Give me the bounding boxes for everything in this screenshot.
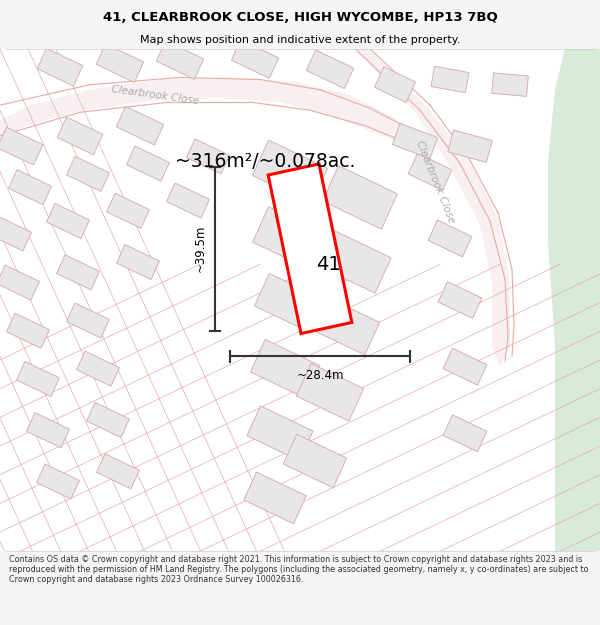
Polygon shape	[0, 78, 410, 146]
Polygon shape	[97, 44, 143, 82]
Polygon shape	[0, 127, 43, 165]
Polygon shape	[37, 464, 79, 499]
Polygon shape	[47, 204, 89, 239]
Polygon shape	[107, 193, 149, 228]
Polygon shape	[244, 472, 306, 524]
Text: Contains OS data © Crown copyright and database right 2021. This information is : Contains OS data © Crown copyright and d…	[9, 554, 589, 584]
Polygon shape	[253, 140, 328, 204]
Polygon shape	[116, 244, 160, 279]
Polygon shape	[307, 50, 353, 89]
Polygon shape	[67, 303, 109, 338]
Polygon shape	[116, 106, 164, 145]
Text: Clearbrook Close: Clearbrook Close	[110, 84, 199, 106]
Polygon shape	[438, 281, 482, 319]
Polygon shape	[167, 183, 209, 218]
Polygon shape	[247, 406, 313, 461]
Polygon shape	[86, 402, 130, 437]
Polygon shape	[56, 255, 100, 290]
Polygon shape	[127, 146, 169, 181]
Polygon shape	[443, 348, 487, 385]
Text: 41: 41	[316, 254, 340, 274]
Text: ~316m²/~0.078ac.: ~316m²/~0.078ac.	[175, 152, 355, 171]
Text: 41, CLEARBROOK CLOSE, HIGH WYCOMBE, HP13 7BQ: 41, CLEARBROOK CLOSE, HIGH WYCOMBE, HP13…	[103, 11, 497, 24]
Polygon shape	[408, 153, 452, 190]
Polygon shape	[428, 220, 472, 257]
Polygon shape	[392, 123, 437, 159]
Polygon shape	[250, 339, 320, 398]
Polygon shape	[253, 207, 328, 270]
Polygon shape	[448, 130, 492, 162]
Text: Clearbrook Close: Clearbrook Close	[414, 139, 456, 225]
Polygon shape	[77, 351, 119, 386]
Polygon shape	[254, 273, 325, 332]
Polygon shape	[548, 49, 600, 551]
Polygon shape	[283, 434, 347, 488]
Polygon shape	[37, 48, 83, 86]
Text: Map shows position and indicative extent of the property.: Map shows position and indicative extent…	[140, 35, 460, 45]
Polygon shape	[0, 265, 40, 300]
Polygon shape	[374, 67, 416, 102]
Polygon shape	[57, 117, 103, 155]
Polygon shape	[187, 139, 229, 174]
Polygon shape	[17, 361, 59, 396]
Text: ~28.4m: ~28.4m	[296, 369, 344, 382]
Polygon shape	[67, 156, 109, 191]
Polygon shape	[97, 454, 139, 489]
Polygon shape	[323, 166, 397, 229]
Polygon shape	[319, 231, 391, 293]
Polygon shape	[8, 169, 52, 205]
Polygon shape	[26, 412, 70, 447]
Text: ~39.5m: ~39.5m	[194, 225, 207, 272]
Polygon shape	[310, 296, 380, 355]
Polygon shape	[340, 49, 510, 367]
Polygon shape	[157, 41, 203, 79]
Polygon shape	[0, 216, 31, 251]
Polygon shape	[268, 164, 352, 334]
Polygon shape	[491, 73, 529, 96]
Polygon shape	[296, 364, 364, 421]
Polygon shape	[431, 66, 469, 92]
Polygon shape	[232, 39, 278, 78]
Polygon shape	[7, 313, 49, 348]
Polygon shape	[443, 415, 487, 452]
